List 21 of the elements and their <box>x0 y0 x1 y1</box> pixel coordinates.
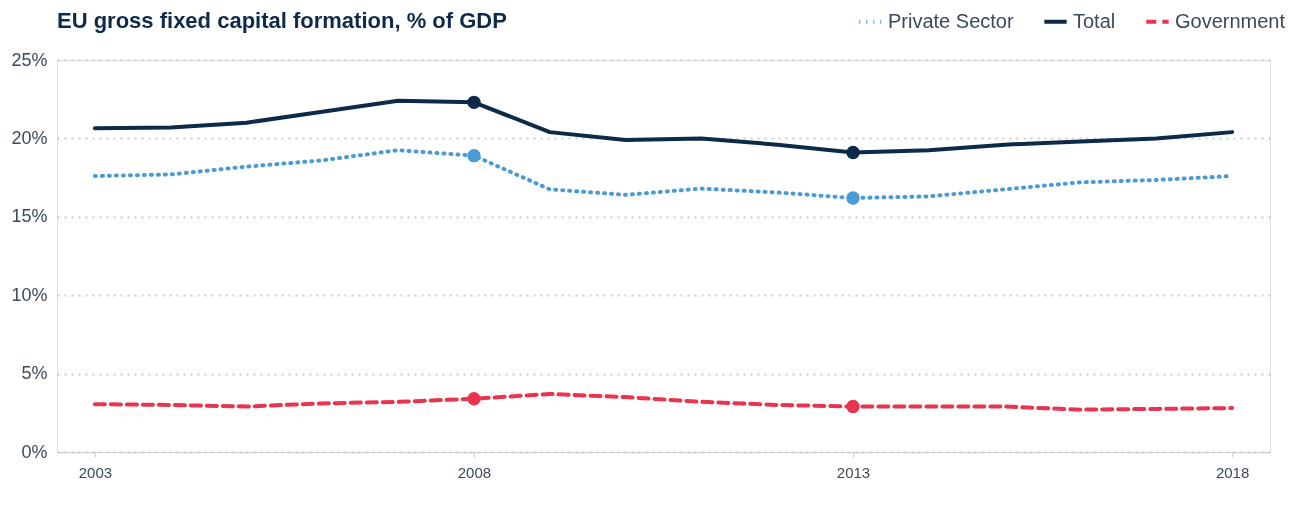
x-tick-label: 2008 <box>457 463 492 481</box>
y-tick-label: 5% <box>21 363 48 384</box>
point <box>846 145 860 160</box>
line-series <box>92 391 1235 412</box>
x-tick-label: 2013 <box>836 463 871 481</box>
y-tick-label: 25% <box>11 49 48 70</box>
x-tick-label: 2018 <box>1215 463 1250 481</box>
x-tick-label: 2003 <box>78 463 113 481</box>
y-tick-label: 0% <box>21 441 48 462</box>
point <box>846 399 860 414</box>
y-tick-label: 15% <box>11 206 48 227</box>
legend-label: Private Sector <box>888 9 1014 32</box>
legend-label: Government <box>1175 9 1286 32</box>
y-tick-label: 20% <box>11 127 48 148</box>
y-tick-label: 10% <box>11 284 48 305</box>
point <box>467 95 481 110</box>
chart-title: EU gross fixed capital formation, % of GDP <box>57 8 507 33</box>
legend-label: Total <box>1073 9 1116 32</box>
point <box>467 148 481 163</box>
point <box>467 391 481 406</box>
point <box>846 191 860 205</box>
